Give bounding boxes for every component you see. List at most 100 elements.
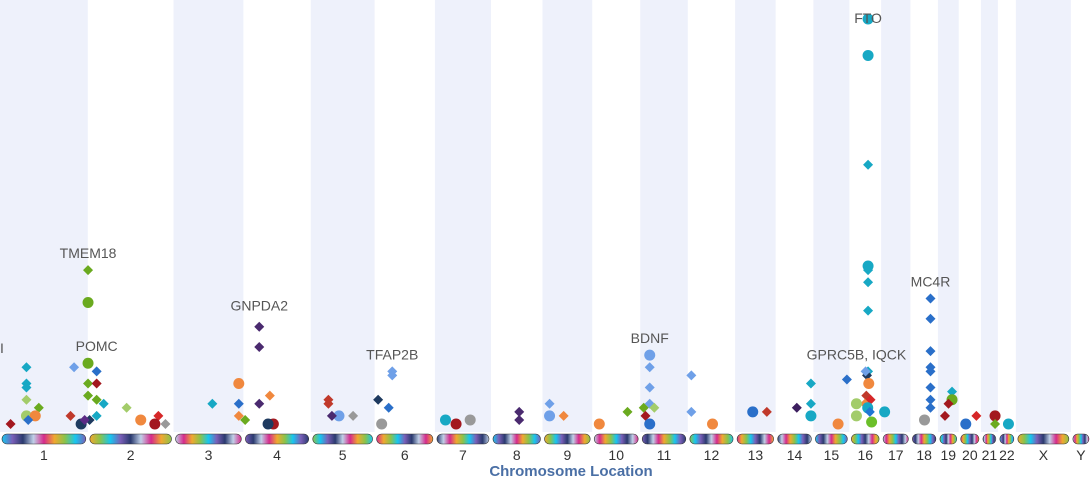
data-point[interactable] [373,394,384,405]
data-point[interactable] [33,402,44,413]
data-point[interactable] [644,418,656,430]
data-point[interactable] [348,410,359,421]
data-point[interactable] [593,418,605,430]
data-point[interactable] [707,418,719,430]
data-point[interactable] [323,398,334,409]
data-point[interactable] [83,390,94,401]
data-point[interactable] [254,342,265,353]
data-point[interactable] [864,406,875,417]
data-point[interactable] [21,382,32,393]
data-point[interactable] [233,398,244,409]
data-point[interactable] [376,418,388,430]
data-point[interactable] [29,410,41,422]
data-point[interactable] [83,378,94,389]
data-point[interactable] [153,410,164,421]
data-point[interactable] [65,410,76,421]
data-point[interactable] [939,410,950,421]
data-point[interactable] [233,410,244,421]
data-point[interactable] [23,414,34,425]
data-point[interactable] [91,378,102,389]
data-point[interactable] [91,410,102,421]
data-point[interactable] [254,321,265,332]
data-point[interactable] [850,410,862,422]
data-point[interactable] [925,366,936,377]
data-point[interactable] [644,382,655,393]
data-point[interactable] [254,398,265,409]
data-point[interactable] [514,406,525,417]
data-point[interactable] [805,410,817,422]
data-point[interactable] [83,265,94,276]
data-point[interactable] [863,305,874,316]
data-point[interactable] [640,410,651,421]
data-point[interactable] [240,414,251,425]
data-point[interactable] [925,293,936,304]
data-point[interactable] [761,406,772,417]
data-point[interactable] [879,406,891,418]
data-point[interactable] [135,414,147,426]
data-point[interactable] [233,378,245,389]
data-point[interactable] [464,414,476,426]
data-point[interactable] [866,416,878,428]
data-point[interactable] [644,349,656,361]
data-point[interactable] [91,394,102,405]
data-point[interactable] [207,398,218,409]
data-point[interactable] [925,394,936,405]
data-point[interactable] [805,378,816,389]
data-point[interactable] [841,374,852,385]
data-point[interactable] [925,346,936,357]
data-point[interactable] [960,418,972,430]
data-point[interactable] [649,402,660,413]
data-point[interactable] [21,394,32,405]
data-point[interactable] [21,362,32,373]
data-point[interactable] [121,402,132,413]
data-point[interactable] [98,398,109,409]
data-point[interactable] [925,382,936,393]
data-point[interactable] [544,410,556,422]
data-point[interactable] [622,406,633,417]
data-point[interactable] [558,410,569,421]
data-point[interactable] [544,398,555,409]
data-point[interactable] [644,362,655,373]
data-point[interactable] [805,398,816,409]
data-point[interactable] [333,410,345,422]
data-point[interactable] [1002,418,1014,430]
data-point[interactable] [863,265,874,276]
data-point[interactable] [990,419,1001,429]
data-point[interactable] [264,390,275,401]
data-point[interactable] [862,13,874,25]
data-point[interactable] [863,159,874,170]
data-point[interactable] [638,402,649,413]
data-point[interactable] [686,370,697,381]
data-point[interactable] [5,419,16,429]
data-point[interactable] [514,414,525,425]
data-point[interactable] [383,402,394,413]
data-point[interactable] [860,366,871,377]
data-point[interactable] [91,366,102,377]
data-point[interactable] [326,410,337,421]
data-point[interactable] [262,418,274,430]
data-point[interactable] [450,418,462,430]
data-point[interactable] [919,414,931,426]
data-point[interactable] [925,313,936,324]
data-point[interactable] [971,410,982,421]
data-point[interactable] [160,419,171,429]
data-point[interactable] [947,386,958,397]
data-point[interactable] [440,414,452,426]
data-point[interactable] [686,406,697,417]
data-point[interactable] [149,418,161,430]
data-point[interactable] [943,398,954,409]
data-point[interactable] [82,297,94,308]
data-point[interactable] [863,378,875,389]
data-point[interactable] [69,362,80,373]
data-point[interactable] [832,418,844,430]
data-point[interactable] [863,277,874,288]
data-point[interactable] [387,370,398,381]
data-point[interactable] [791,402,802,413]
data-point[interactable] [747,406,759,418]
data-point[interactable] [989,410,1001,422]
data-point[interactable] [82,357,94,369]
data-point[interactable] [925,402,936,413]
data-point[interactable] [79,414,90,425]
data-point[interactable] [862,49,874,61]
data-point[interactable] [850,398,862,410]
